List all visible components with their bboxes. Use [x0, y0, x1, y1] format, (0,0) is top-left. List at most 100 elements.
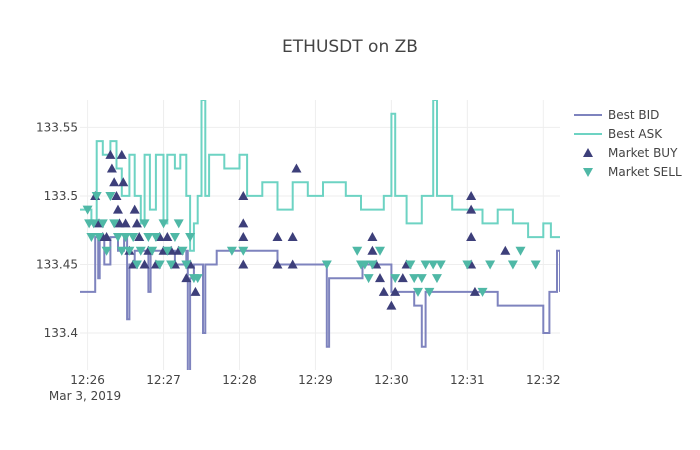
- market-sell-marker: [135, 246, 146, 256]
- market-sell-marker: [420, 260, 431, 270]
- market-sell-marker: [412, 287, 423, 297]
- market-sell-marker: [428, 260, 439, 270]
- market-buy-marker: [111, 190, 122, 200]
- market-buy-marker: [131, 218, 142, 228]
- market-buy-marker: [378, 286, 389, 296]
- y-tick-label: 133.5: [44, 189, 78, 203]
- market-sell-marker: [139, 219, 150, 229]
- market-sell-marker: [435, 260, 446, 270]
- market-sell-marker: [120, 233, 131, 243]
- x-tick-label: 12:29: [298, 373, 333, 387]
- market-sell-marker: [238, 246, 249, 256]
- market-sell-marker: [112, 233, 123, 243]
- market-sell-marker: [192, 274, 203, 284]
- market-sell-marker: [173, 219, 184, 229]
- market-sell-marker: [363, 274, 374, 284]
- chart-title: ETHUSDT on ZB: [282, 37, 418, 57]
- market-sell-marker: [143, 233, 154, 243]
- legend-label: Best ASK: [608, 127, 663, 141]
- market-buy-marker: [466, 204, 477, 214]
- market-buy-marker: [134, 232, 145, 242]
- market-buy-marker: [238, 259, 249, 269]
- market-buy-marker: [238, 232, 249, 242]
- market-buy-marker: [390, 286, 401, 296]
- market-sell-marker: [431, 274, 442, 284]
- x-tick-label: 12:31: [450, 373, 485, 387]
- market-buy-marker: [139, 259, 150, 269]
- market-buy-marker: [101, 232, 112, 242]
- market-sell-marker: [485, 260, 496, 270]
- market-sell-marker: [409, 274, 420, 284]
- market-buy-marker: [162, 232, 173, 242]
- y-tick-label: 133.55: [36, 120, 78, 134]
- market-buy-marker: [129, 204, 140, 214]
- market-sell-marker: [530, 260, 541, 270]
- market-buy-marker: [238, 218, 249, 228]
- market-sell-marker: [150, 233, 161, 243]
- market-buy-marker: [106, 163, 117, 173]
- market-sell-marker: [97, 219, 108, 229]
- market-buy-marker: [272, 259, 283, 269]
- market-sell-marker: [367, 260, 378, 270]
- market-buy-marker: [120, 218, 131, 228]
- market-buy-marker: [272, 232, 283, 242]
- market-sell-marker: [226, 246, 237, 256]
- market-sell-marker: [352, 246, 363, 256]
- market-sell-marker: [166, 260, 177, 270]
- market-sell-marker: [162, 246, 173, 256]
- market-sell-marker: [109, 219, 120, 229]
- market-buy-marker: [466, 232, 477, 242]
- market-buy-marker: [469, 286, 480, 296]
- legend-label: Market SELL: [608, 165, 682, 179]
- market-sell-marker: [462, 260, 473, 270]
- series-best-bid-line: [80, 236, 560, 370]
- market-sell-marker: [147, 246, 158, 256]
- series-best-ask-line: [80, 100, 560, 252]
- market-buy-marker: [500, 245, 511, 255]
- market-sell-marker: [416, 274, 427, 284]
- market-sell-marker: [88, 219, 99, 229]
- market-sell-marker: [169, 233, 180, 243]
- market-sell-marker: [424, 287, 435, 297]
- market-buy-marker: [287, 232, 298, 242]
- legend-item-best-bid[interactable]: Best BID: [574, 108, 659, 122]
- market-buy-marker: [291, 163, 302, 173]
- legend-item-best-ask[interactable]: Best ASK: [574, 127, 663, 141]
- legend-item-market-buy[interactable]: Market BUY: [583, 146, 678, 160]
- market-buy-marker: [367, 245, 378, 255]
- market-sell-marker: [507, 260, 518, 270]
- market-sell-marker: [93, 233, 104, 243]
- market-sell-marker: [105, 191, 116, 201]
- legend-item-market-sell[interactable]: Market SELL: [583, 165, 682, 179]
- market-buy-marker: [116, 149, 127, 159]
- legend-swatch: [583, 168, 593, 177]
- market-buy-marker: [287, 259, 298, 269]
- market-buy-marker: [375, 273, 385, 283]
- market-sell-marker: [124, 246, 135, 256]
- market-buy-marker: [112, 204, 123, 214]
- market-sell-marker: [359, 260, 370, 270]
- market-buy-marker: [190, 286, 201, 296]
- legend[interactable]: Best BID Best ASK Market BUY Market SELL: [574, 108, 682, 179]
- market-buy-marker: [181, 273, 192, 283]
- market-sell-marker: [321, 260, 332, 270]
- market-sell-marker: [181, 260, 192, 270]
- market-sell-marker: [91, 191, 102, 201]
- market-sell-marker: [86, 233, 97, 243]
- market-buy-marker: [397, 273, 408, 283]
- market-sell-marker: [101, 246, 112, 256]
- market-sell-marker: [131, 260, 142, 270]
- market-sell-marker: [390, 274, 401, 284]
- market-buy-marker: [367, 232, 378, 242]
- x-axis-date-label: Mar 3, 2019: [49, 389, 121, 403]
- market-sell-marker: [116, 246, 127, 256]
- market-sell-marker: [177, 246, 188, 256]
- legend-label: Market BUY: [608, 146, 678, 160]
- axis-layer: 12:26 12:27 12:28 12:29 12:30 12:31 12:32 133.4…: [36, 120, 561, 387]
- market-sell-marker: [82, 205, 93, 215]
- x-tick-label: 12:30: [374, 373, 409, 387]
- legend-swatch: [583, 148, 593, 157]
- market-sell-marker: [375, 246, 385, 256]
